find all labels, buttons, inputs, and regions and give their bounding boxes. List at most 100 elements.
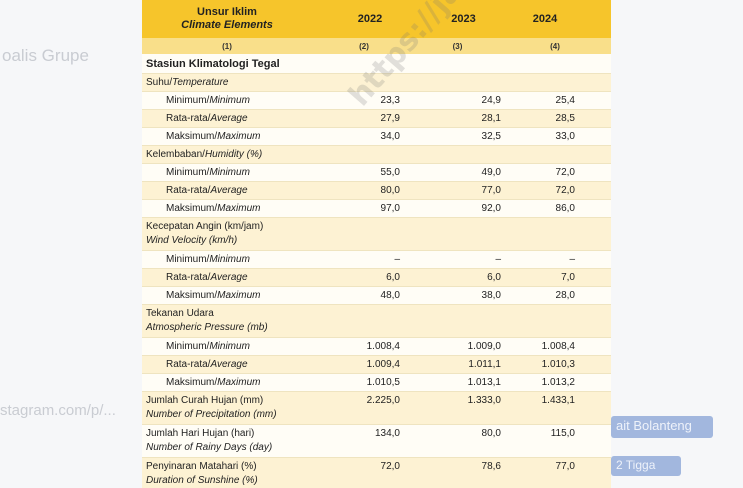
table-cell: 27,9 [380,113,400,124]
row-label: Maksimum/Maximum [142,203,312,214]
header-title-id: Unsur Iklim [197,6,257,18]
background-text: oalis Grupe [2,46,89,65]
table-cell: 86,0 [555,203,575,214]
table-cell: 34,0 [380,131,400,142]
row-label-id: Maksimum/ [166,203,218,214]
section-title: Suhu/Temperature [142,77,312,88]
row-label-en: Maximum [217,203,261,214]
table-body: Suhu/Temperature Minimum/Minimum 23,3 24,9 2… [142,74,611,488]
row-label-en: Minimum [209,254,250,265]
table-cell: 33,0 [555,131,575,142]
header-year-2022: 2022 [357,13,383,25]
header-year-2023: 2023 [451,13,476,25]
section-row: Suhu/Temperature [142,74,611,92]
row-label: Minimum/Minimum [142,167,312,178]
table-cell: 77,0 [481,185,501,196]
row-label-id: Rata-rata/ [166,185,211,196]
table-cell: 72,0 [380,461,400,472]
table-row: Penyinaran Matahari (%) Duration of Sunsh… [142,458,611,488]
background-text: stagram.com/p/... [0,402,116,419]
table-cell: 32,5 [481,131,501,142]
row-label-id: Rata-rata/ [166,272,211,283]
table-cell: 1.333,0 [467,395,501,406]
table-row: Minimum/Minimum – – – [142,251,611,269]
table-cell: 134,0 [374,428,400,439]
row-label: Penyinaran Matahari (%) Duration of Sunsh… [142,460,312,488]
table-cell: 72,0 [555,167,575,178]
table-cell: – [394,254,400,265]
row-label: Minimum/Minimum [142,341,312,352]
row-label-id: Penyinaran Matahari (%) [146,461,257,472]
table-row: Maksimum/Maximum 48,0 38,0 28,0 [142,287,611,305]
column-number: (1) [222,41,232,51]
row-label-id: Rata-rata/ [166,113,211,124]
row-label-en: Minimum [209,167,250,178]
section-row: Tekanan Udara Atmospheric Pressure (mb) [142,305,611,338]
section-title-en: Wind Velocity (km/h) [146,235,238,246]
row-label-en: Average [210,272,248,283]
table-cell: 1.008,4 [541,341,575,352]
row-label-id: Maksimum/ [166,131,218,142]
background-text: ait Bolanteng [616,418,692,433]
row-label: Jumlah Curah Hujan (mm) Number of Precipi… [142,394,312,422]
header-title-en: Climate Elements [181,19,273,31]
table-cell: 6,0 [386,272,400,283]
section-title-en: Humidity (%) [204,149,263,160]
row-label-en: Average [210,359,248,370]
background-text: 2 Tigga [616,458,656,472]
row-label: Jumlah Hari Hujan (hari) Number of Rainy … [142,427,312,455]
row-label-id: Jumlah Hari Hujan (hari) [146,428,255,439]
table-cell: 80,0 [380,185,400,196]
table-cell: 1.008,4 [366,341,400,352]
table-header: Unsur Iklim Climate Elements 2022 2023 2… [142,0,611,38]
table-row: Rata-rata/Average 6,0 6,0 7,0 [142,269,611,287]
row-label-en: Average [210,113,248,124]
table-cell: 1.009,4 [366,359,400,370]
table-cell: 49,0 [481,167,501,178]
table-cell: 1.010,3 [541,359,575,370]
row-label: Minimum/Minimum [142,254,312,265]
row-label-en: Minimum [209,341,250,352]
table-cell: 78,6 [481,461,501,472]
table-cell: 7,0 [561,272,575,283]
section-title: Kecepatan Angin (km/jam) Wind Velocity (k… [142,220,312,248]
table-cell: 1.013,2 [541,377,575,388]
table-cell: 1.009,0 [467,341,501,352]
table-row: Maksimum/Maximum 1.010,5 1.013,1 1.013,2 [142,374,611,392]
table-cell: 1.013,1 [467,377,501,388]
section-title-en: Temperature [172,77,229,88]
table-cell: 55,0 [380,167,400,178]
table-cell: 48,0 [380,290,400,301]
table-cell: 80,0 [481,428,501,439]
row-label-id: Minimum/ [166,167,210,178]
row-label-en: Maximum [217,377,261,388]
row-label-id: Minimum/ [166,95,210,106]
table-row: Maksimum/Maximum 97,0 92,0 86,0 [142,200,611,218]
table-row: Rata-rata/Average 27,9 28,1 28,5 [142,110,611,128]
table-cell: 6,0 [487,272,501,283]
row-label-id: Jumlah Curah Hujan (mm) [146,395,264,406]
row-label-en: Minimum [209,95,250,106]
row-label: Maksimum/Maximum [142,290,312,301]
row-label: Maksimum/Maximum [142,131,312,142]
table-cell: 1.011,1 [468,359,501,370]
table-row: Maksimum/Maximum 34,0 32,5 33,0 [142,128,611,146]
row-label: Rata-rata/Average [142,185,312,196]
row-label: Rata-rata/Average [142,272,312,283]
table-row: Jumlah Hari Hujan (hari) Number of Rainy … [142,425,611,458]
background-button [611,456,681,476]
table-cell: 28,1 [481,113,501,124]
column-number: (3) [452,41,463,51]
row-label-en: Average [210,185,248,196]
row-label-en: Maximum [217,131,261,142]
row-label: Rata-rata/Average [142,113,312,124]
table-cell: – [569,254,575,265]
table-row: Minimum/Minimum 55,0 49,0 72,0 [142,164,611,182]
section-title-en: Atmospheric Pressure (mb) [146,322,268,333]
row-label-id: Rata-rata/ [166,359,211,370]
row-label-id: Minimum/ [166,254,210,265]
section-title-id: Suhu/ [146,77,173,88]
section-title-id: Tekanan Udara [146,308,214,319]
table-cell: 28,5 [555,113,575,124]
section-title: Tekanan Udara Atmospheric Pressure (mb) [142,307,312,335]
